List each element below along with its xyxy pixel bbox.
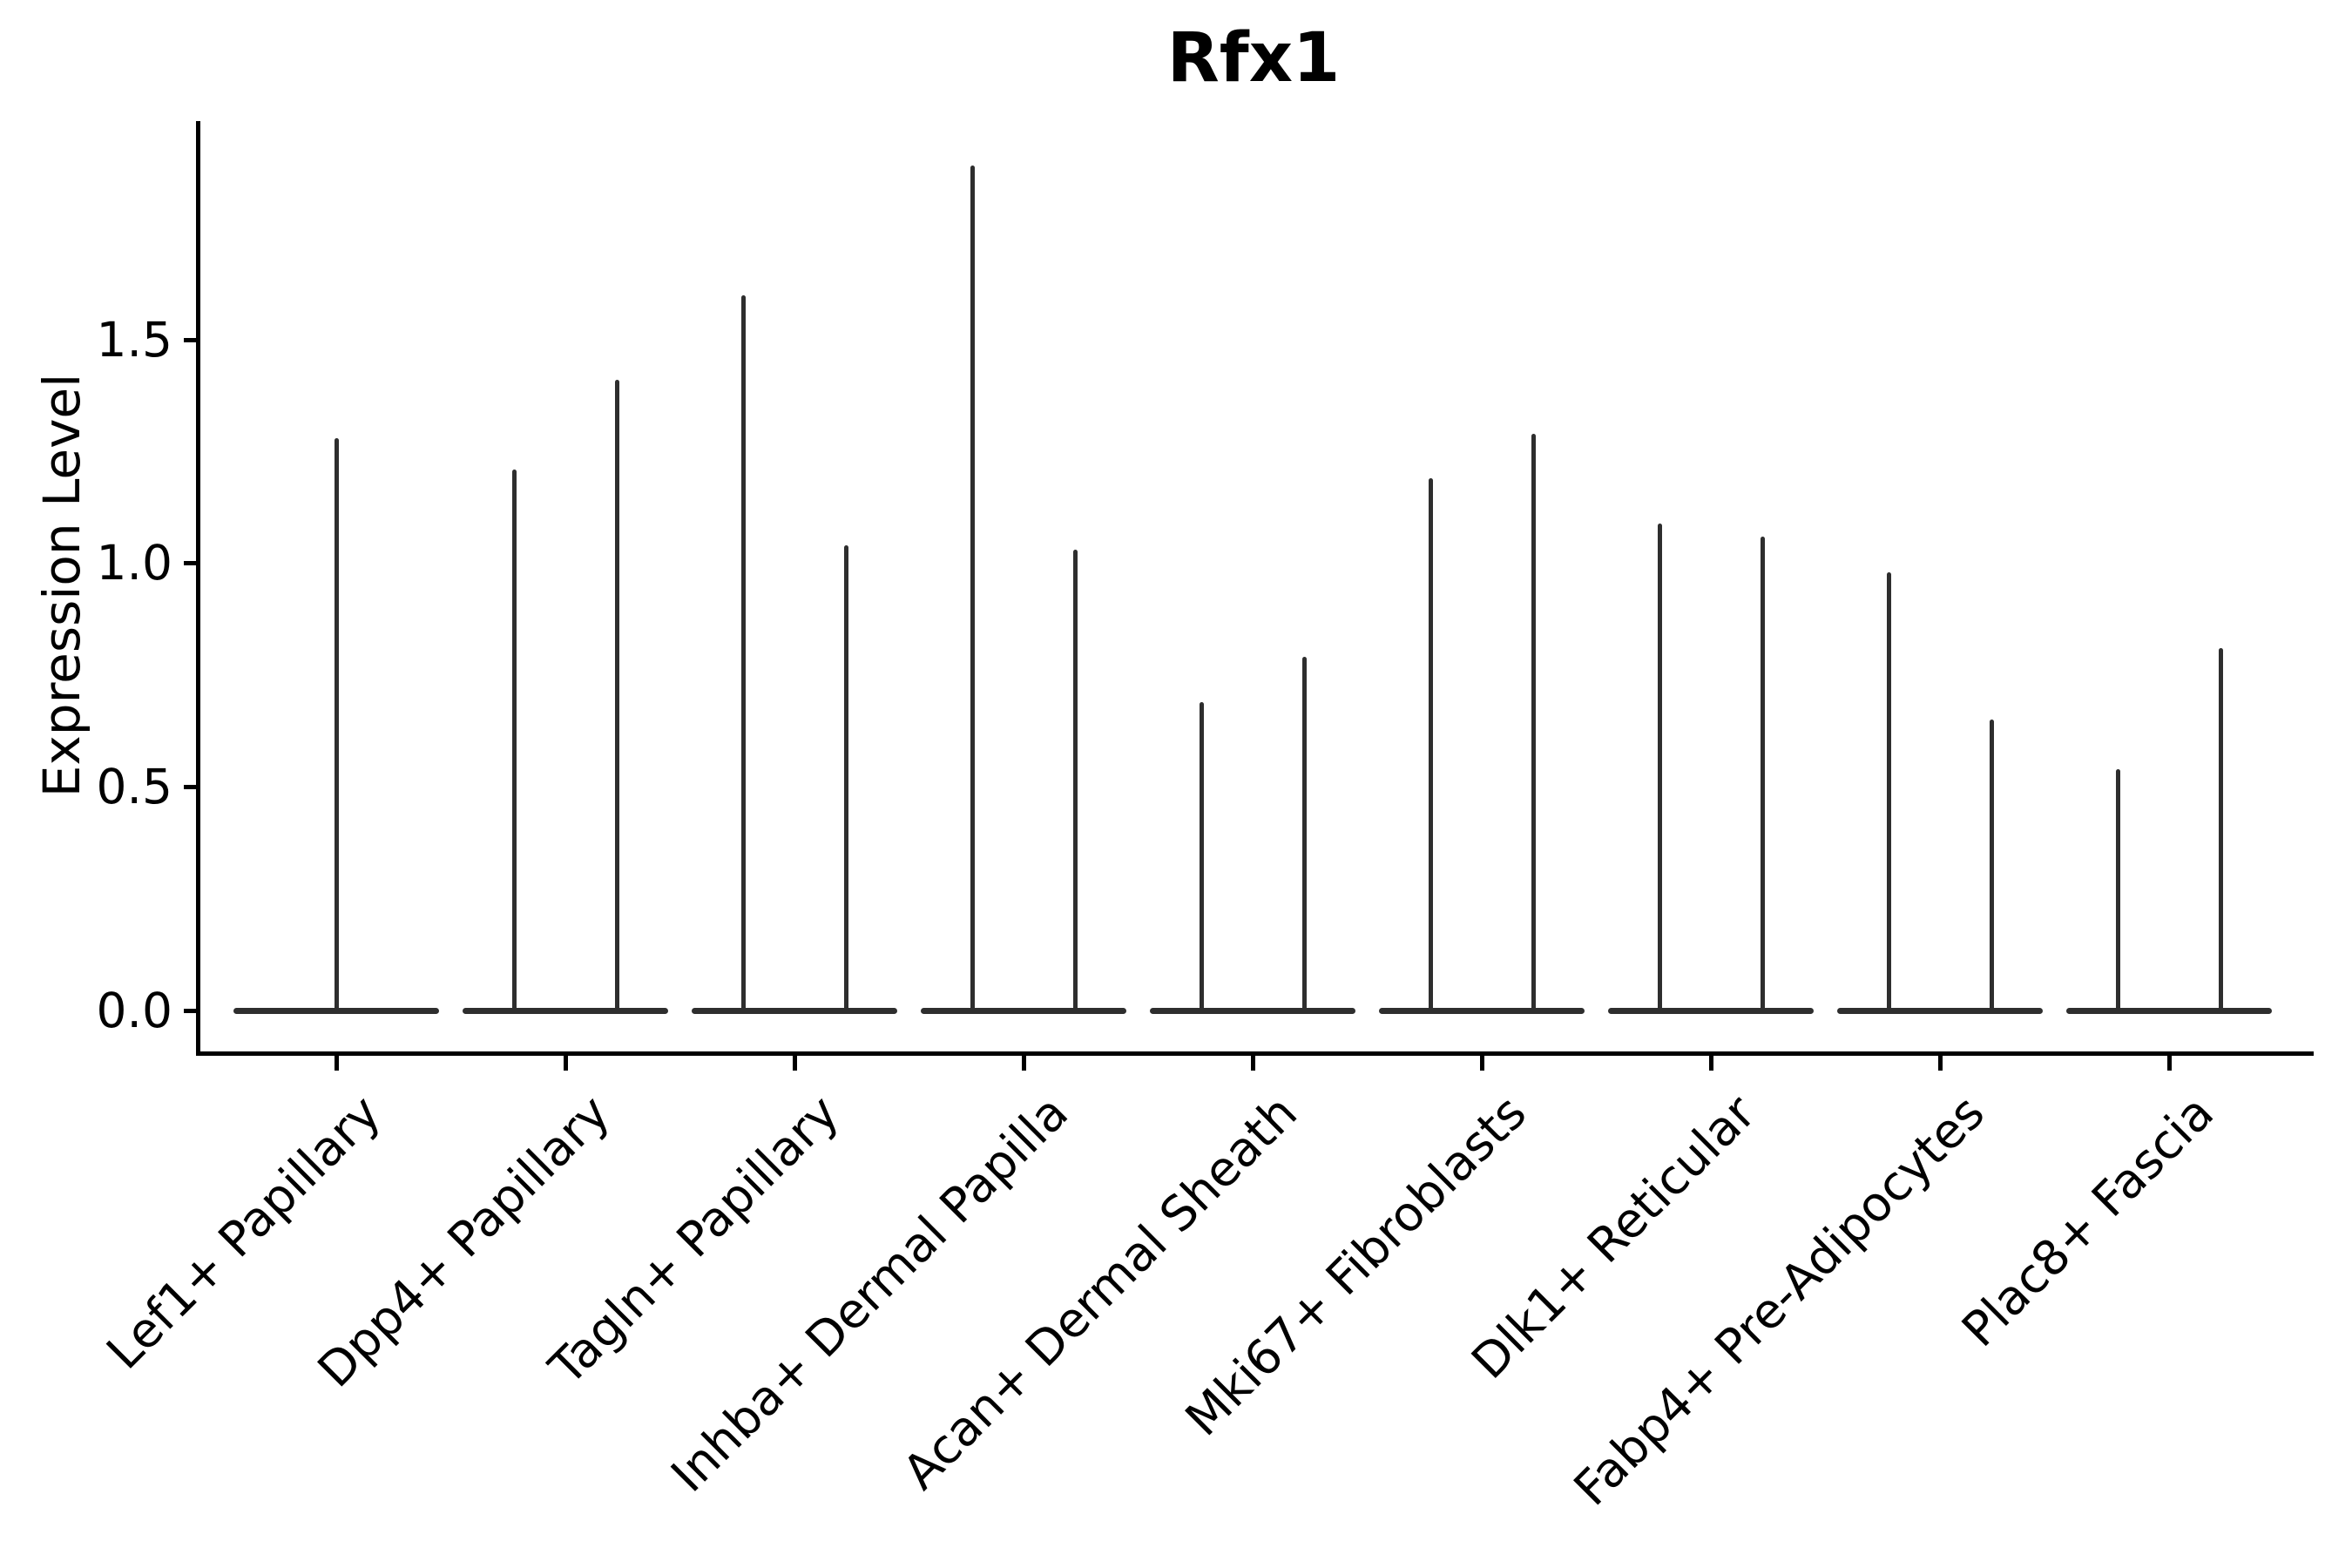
y-axis-tick-label: 1.5 (96, 311, 172, 368)
x-axis-tick (1937, 1056, 1943, 1071)
violin-base (233, 1007, 439, 1014)
violin-spike (1531, 433, 1536, 1010)
x-axis-tick (334, 1056, 339, 1071)
y-axis-tick (184, 784, 197, 789)
violin-spike (511, 469, 517, 1010)
violin-spike (1301, 657, 1307, 1010)
violin-spike (1199, 701, 1204, 1010)
violin-spike (1989, 720, 1994, 1010)
violin-spike (1428, 478, 1433, 1010)
y-axis-tick (184, 561, 197, 566)
y-axis-tick (184, 1008, 197, 1013)
x-axis-category-label: Inhba+ Dermal Papilla (660, 1084, 1079, 1503)
x-axis-spine (196, 1051, 2314, 1056)
y-axis-tick-label: 0.0 (96, 982, 172, 1038)
violin-spike (1657, 523, 1662, 1010)
x-axis-tick (1250, 1056, 1255, 1071)
x-axis-category-label: Plac8+ Fascia (1950, 1084, 2225, 1358)
x-axis-category-label: Dlk1+ Reticular (1460, 1084, 1767, 1390)
violin-base (463, 1007, 668, 1014)
x-axis-category-label: Tagln+ Papillary (538, 1084, 850, 1396)
violin-base (692, 1007, 897, 1014)
x-axis-tick (1708, 1056, 1713, 1071)
y-axis-tick-label: 1.0 (96, 535, 172, 591)
violin-base (1379, 1007, 1585, 1014)
x-axis-category-label: Dpp4+ Papillary (307, 1084, 621, 1398)
violin-spike (1886, 571, 1891, 1010)
y-axis-spine (196, 121, 200, 1056)
violin-base (2066, 1007, 2272, 1014)
x-axis-tick (792, 1056, 797, 1071)
violin-spike (2218, 648, 2223, 1010)
x-axis-category-label: Mki67+ Fibroblasts (1174, 1084, 1538, 1447)
x-axis-category-label: Acan+ Dermal Sheath (892, 1084, 1308, 1500)
y-axis-tick-label: 0.5 (96, 758, 172, 814)
violin-spike (334, 437, 339, 1010)
x-axis-tick (2166, 1056, 2172, 1071)
x-axis-tick (563, 1056, 568, 1071)
x-axis-tick (1479, 1056, 1484, 1071)
violin-spike (970, 165, 975, 1010)
x-axis-tick (1021, 1056, 1026, 1071)
violin-spike (843, 545, 848, 1010)
violin-spike (2115, 768, 2120, 1010)
x-axis-category-label: Fabp4+ Pre-Adipocytes (1563, 1084, 1996, 1517)
violin-spike (1072, 550, 1078, 1010)
violin-spike (614, 380, 619, 1010)
violin-spike (740, 294, 746, 1010)
chart-title: Rfx1 (1166, 19, 1341, 98)
violin-base (1150, 1007, 1355, 1014)
violin-base (1837, 1007, 2043, 1014)
violin-base (1608, 1007, 1814, 1014)
violin-base (921, 1007, 1126, 1014)
y-axis-tick (184, 337, 197, 342)
violin-spike (1760, 536, 1765, 1010)
